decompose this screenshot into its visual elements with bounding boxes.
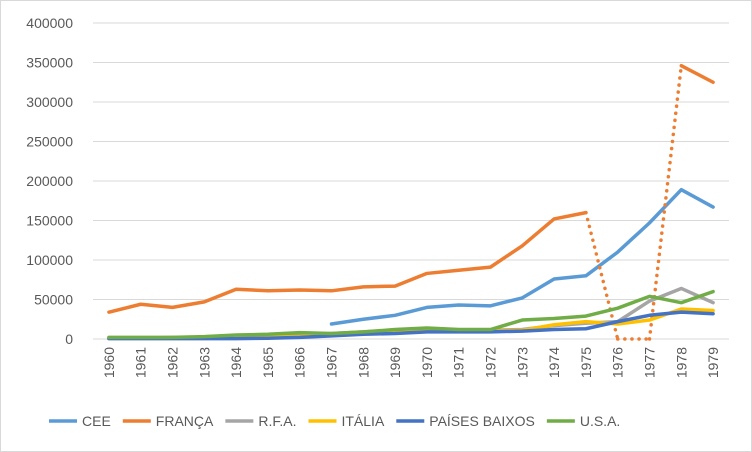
legend-item: U.S.A. [546,413,620,429]
series-u-s-a- [107,289,715,340]
x-tick-label: 1979 [705,347,721,378]
gridlines [93,22,729,340]
series-line [107,289,715,340]
x-tick-label: 1972 [483,347,499,378]
series-line [329,187,715,326]
x-tick-label: 1973 [514,347,530,378]
x-tick-label: 1977 [642,347,658,378]
x-tick-label: 1978 [673,347,689,378]
y-tick-label: 250000 [26,134,73,150]
series-line [107,310,715,341]
y-tick-label: 150000 [26,213,73,229]
series-gap-dotted [584,210,620,341]
x-tick-label: 1970 [419,347,435,378]
y-tick-label: 200000 [26,173,73,189]
x-tick-label: 1969 [387,347,403,378]
x-tick-label: 1963 [196,347,212,378]
legend-item: CEE [49,413,111,429]
series-fran-a [107,63,715,341]
y-axis-ticks: 0 50000 100000 150000 200000 250000 300000 3500… [26,15,73,347]
x-tick-label: 1966 [292,347,308,378]
y-tick-label: 300000 [26,94,73,110]
x-tick-label: 1962 [165,347,181,378]
legend-label: U.S.A. [580,413,620,429]
x-axis-ticks: 1960 1961 1962 1963 1964 1965 1966 1967 1968 1969… [101,347,721,378]
x-tick-label: 1964 [228,347,244,378]
series-pa-ses-baixos [107,310,715,341]
x-tick-label: 1961 [133,347,149,378]
y-tick-label: 0 [65,331,73,347]
legend-label: PAÍSES BAIXOS [429,413,535,429]
y-tick-label: 350000 [26,55,73,71]
x-tick-label: 1975 [578,347,594,378]
legend-label: ITÁLIA [341,413,384,429]
legend-label: FRANÇA [156,413,214,429]
x-tick-label: 1967 [324,347,340,378]
series-line [107,210,588,314]
legend-item: FRANÇA [122,413,214,429]
y-tick-label: 100000 [26,252,73,268]
x-tick-label: 1965 [260,347,276,378]
series-cee [329,187,715,326]
legend-item: ITÁLIA [308,413,385,429]
y-tick-label: 400000 [26,15,73,31]
x-tick-label: 1960 [101,347,117,378]
y-tick-label: 50000 [34,292,73,308]
legend-item: PAÍSES BAIXOS [396,413,535,429]
legend-label: R.F.A. [258,413,296,429]
series-lines [107,63,715,341]
x-tick-label: 1971 [451,347,467,378]
legend-label: CEE [82,413,111,429]
legend: CEE FRANÇA R.F.A. ITÁLIA PAÍSES BAIXOS U.S.A. [49,413,620,429]
x-tick-label: 1976 [610,347,626,378]
legend-item: R.F.A. [225,413,296,429]
x-tick-label: 1968 [355,347,371,378]
series-line [679,63,715,84]
x-tick-label: 1974 [546,347,562,378]
